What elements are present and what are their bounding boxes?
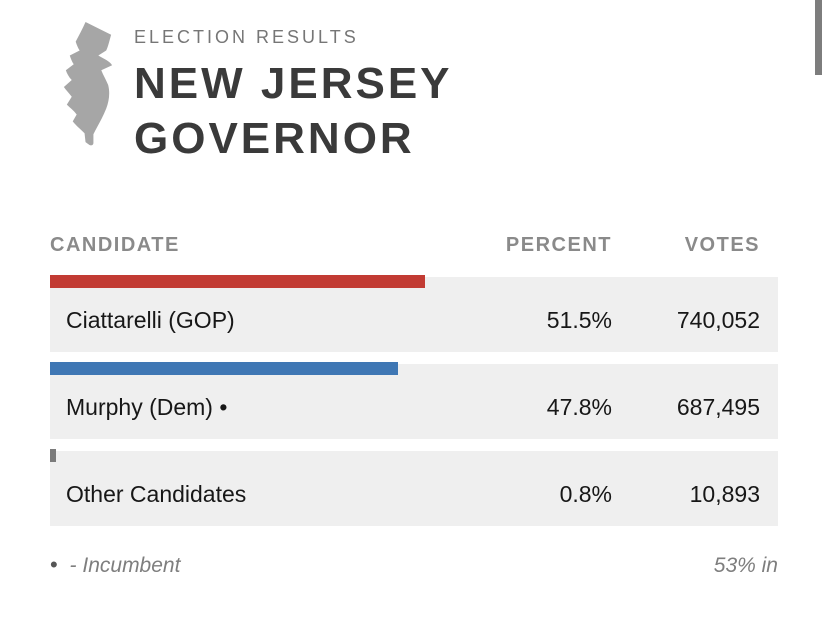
table-row-other: Other Candidates 0.8% 10,893 — [50, 449, 778, 526]
table-row-murphy: Murphy (Dem) • 47.8% 687,495 — [50, 362, 778, 439]
incumbent-legend: • - Incumbent — [50, 552, 180, 578]
percent-reporting: 53% in — [713, 554, 778, 577]
row-content: Murphy (Dem) • 47.8% 687,495 — [50, 375, 778, 439]
row-content: Other Candidates 0.8% 10,893 — [50, 462, 778, 526]
incumbent-dot-icon: • — [50, 552, 58, 577]
candidate-name: Murphy (Dem) • — [66, 393, 228, 420]
column-headers: CANDIDATE PERCENT VOTES — [50, 234, 778, 257]
candidate-name: Other Candidates — [66, 480, 247, 507]
candidate-percent: 51.5% — [546, 306, 612, 333]
column-header-percent: PERCENT — [505, 234, 612, 256]
new-jersey-state-icon — [56, 20, 119, 146]
table-footer: • - Incumbent 53% in — [50, 552, 778, 578]
masthead: ELECTION RESULTS NEW JERSEY GOVERNOR — [0, 0, 828, 166]
row-content: Ciattarelli (GOP) 51.5% 740,052 — [50, 288, 778, 352]
kicker-label: ELECTION RESULTS — [134, 27, 359, 47]
scrollbar-thumb[interactable] — [815, 0, 822, 75]
candidate-percent: 0.8% — [559, 480, 612, 507]
masthead-text: ELECTION RESULTS NEW JERSEY GOVERNOR — [134, 17, 453, 166]
page-title-line2: GOVERNOR — [134, 114, 415, 163]
result-bar-dem — [50, 362, 398, 375]
incumbent-label: - Incumbent — [69, 554, 181, 577]
candidate-votes: 740,052 — [676, 306, 760, 333]
candidate-percent: 47.8% — [546, 393, 612, 420]
table-row-ciattarelli: Ciattarelli (GOP) 51.5% 740,052 — [50, 275, 778, 352]
result-bar-gop — [50, 275, 425, 288]
candidate-name: Ciattarelli (GOP) — [66, 306, 235, 333]
candidate-votes: 10,893 — [689, 480, 760, 507]
candidate-votes: 687,495 — [676, 393, 760, 420]
column-header-votes: VOTES — [684, 234, 760, 256]
column-header-candidate: CANDIDATE — [50, 234, 180, 256]
page-title-line1: NEW JERSEY — [134, 59, 453, 108]
page-title: NEW JERSEY GOVERNOR — [134, 56, 453, 166]
result-bar-other — [50, 449, 56, 462]
results-table: CANDIDATE PERCENT VOTES Ciattarelli (GOP… — [50, 234, 778, 526]
